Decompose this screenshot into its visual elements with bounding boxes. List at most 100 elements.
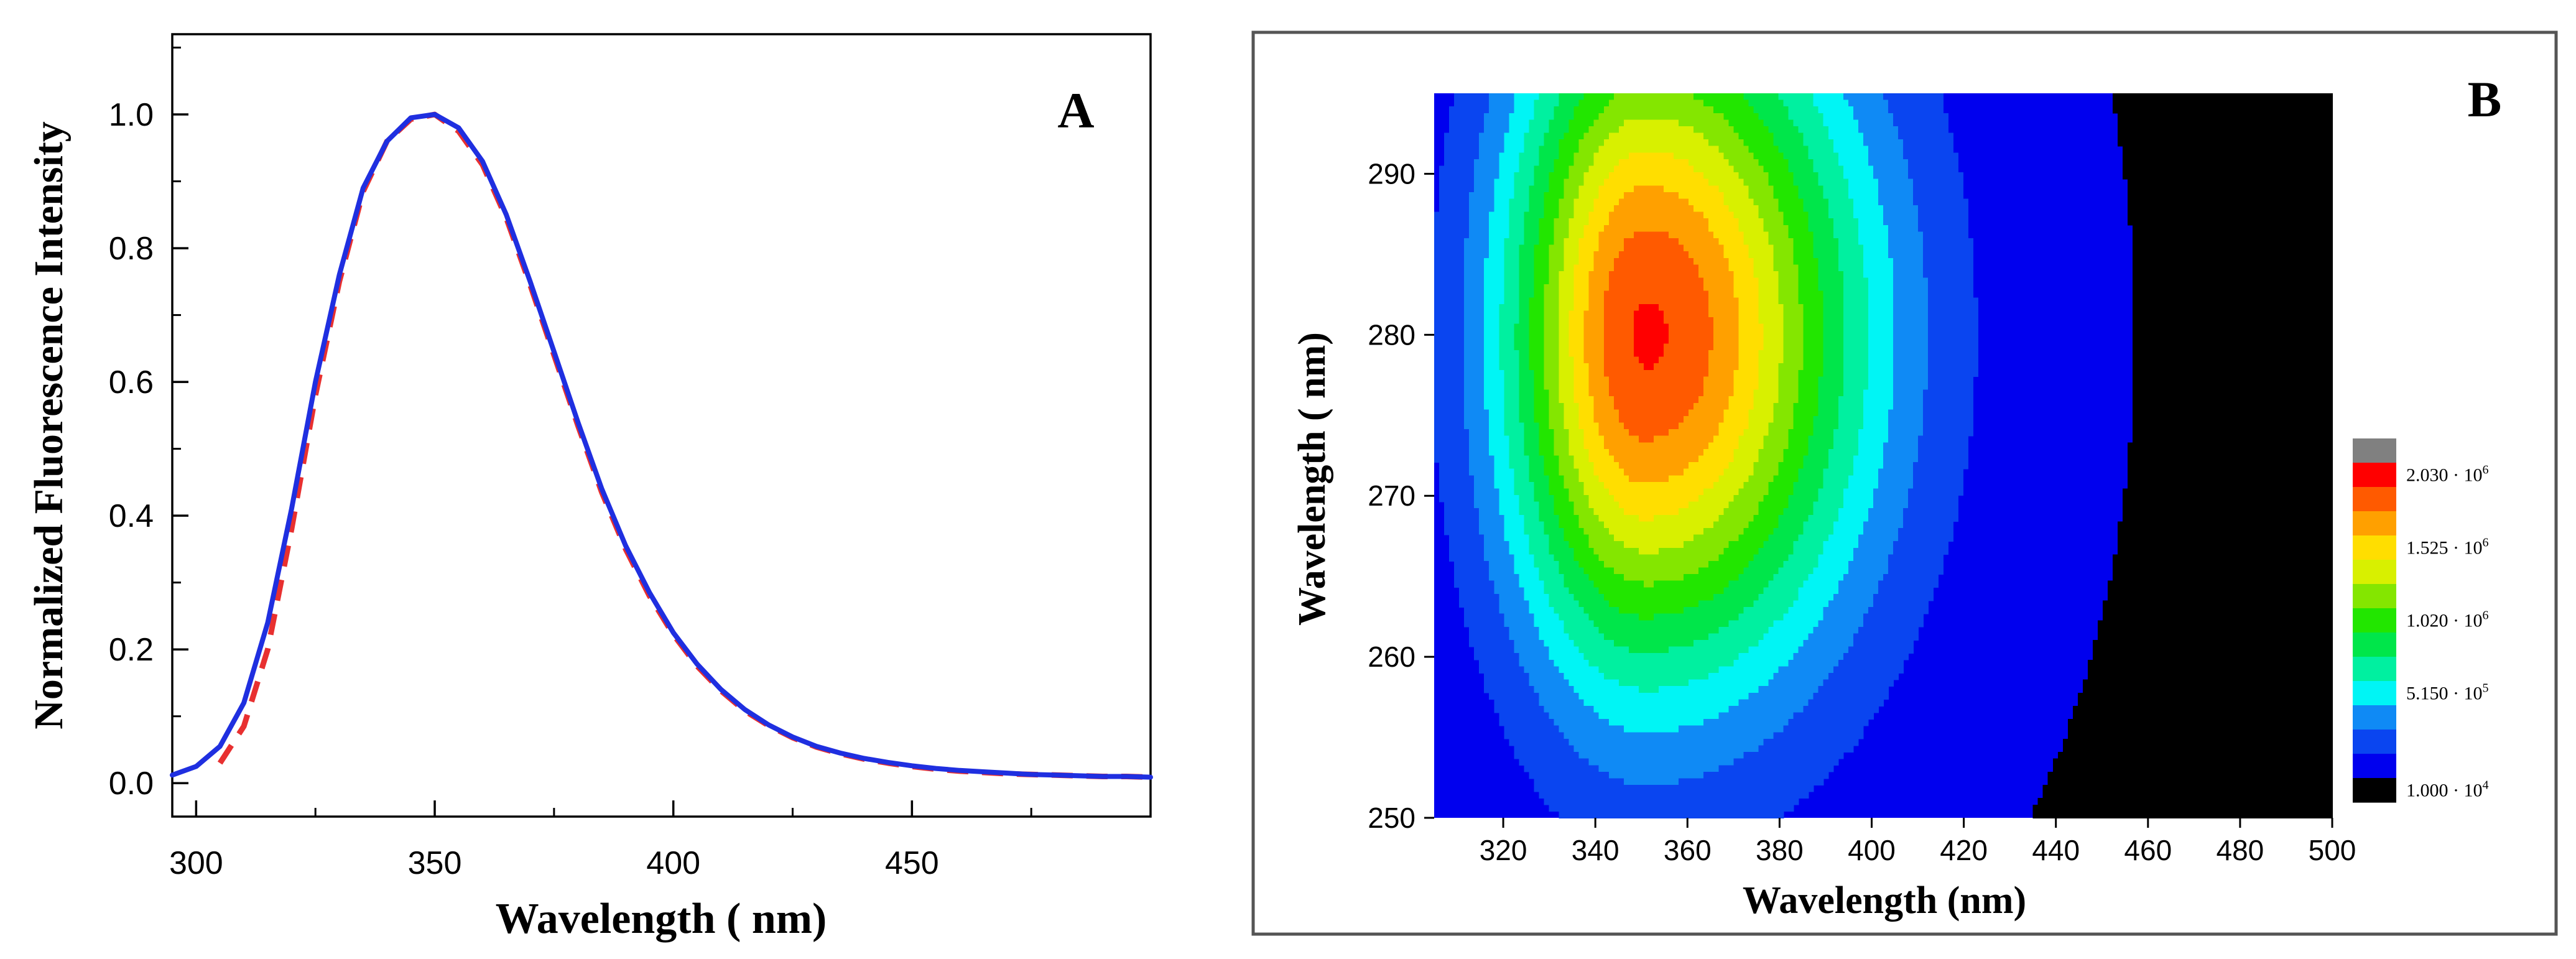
panel-b-contour-cell — [1504, 620, 1535, 628]
panel-b-contour-cell — [2133, 376, 2333, 384]
panel-b-contour-cell — [1444, 501, 1475, 509]
panel-b-contour-cell — [1768, 172, 1794, 180]
panel-b-contour-cell — [1519, 415, 1535, 424]
panel-b-contour-cell — [1519, 277, 1535, 285]
panel-b-contour-cell — [1603, 442, 1710, 450]
panel-b-contour-cell — [1893, 356, 1929, 364]
panel-b-contour-cell — [1818, 284, 1844, 292]
panel-b-contour-cell — [1803, 521, 1834, 529]
panel-b-x-tick-label: 320 — [1480, 834, 1527, 866]
panel-b-contour-cell — [1698, 600, 1754, 608]
panel-b-contour-cell — [1559, 350, 1570, 358]
panel-b-contour-cell — [1618, 159, 1689, 167]
panel-b-contour-cell — [2067, 719, 2333, 726]
panel-b-contour-cell — [2133, 323, 2333, 331]
panel-b-contour-cell — [1573, 686, 1639, 693]
panel-b-contour-cell — [1738, 172, 1769, 180]
panel-b-contour-cell — [1783, 323, 1804, 331]
panel-b-contour-cell — [1549, 251, 1565, 259]
panel-b-contour-cell — [1434, 218, 1470, 226]
panel-b-contour-cell — [2092, 646, 2333, 654]
panel-b-contour-cell — [1529, 205, 1545, 213]
panel-b-contour-cell — [1818, 396, 1839, 404]
panel-b-contour-cell — [1603, 560, 1710, 568]
panel-b-contour-cell — [1838, 396, 1864, 404]
panel-b-contour-cell — [1539, 699, 1585, 707]
panel-b-contour-cell — [1803, 198, 1829, 206]
panel-b-contour-cell — [1684, 415, 1725, 424]
panel-b-contour-cell — [1883, 205, 1919, 213]
panel-b-contour-cell — [1554, 554, 1575, 562]
panel-b-contour-cell — [1738, 323, 1764, 331]
panel-b-contour-cell — [1529, 343, 1545, 351]
panel-b-contour-cell — [1588, 271, 1610, 279]
panel-b-contour-cell — [1573, 303, 1590, 312]
panel-b-contour-cell — [1838, 659, 1904, 667]
panel-b-contour-cell — [1608, 218, 1710, 226]
panel-b-contour-cell — [1554, 113, 1575, 121]
panel-b-contour-cell — [1833, 666, 1904, 674]
panel-b-contour-cell — [1813, 415, 1839, 424]
panel-b-contour-cell — [1813, 93, 1844, 101]
panel-b-contour-cell — [1499, 159, 1520, 167]
panel-b-contour-cell — [1798, 396, 1819, 404]
panel-b-contour-cell — [1783, 508, 1814, 516]
panel-b-contour-cell — [1738, 574, 1774, 581]
panel-b-contour-cell — [1758, 205, 1779, 213]
panel-b-contour-cell — [1544, 369, 1560, 378]
panel-b-contour-cell — [1519, 363, 1530, 371]
panel-b-contour-cell — [1758, 363, 1779, 371]
panel-b-contour-cell — [1504, 376, 1520, 384]
panel-b-contour-cell — [1534, 251, 1550, 259]
panel-b-contour-cell — [1524, 435, 1540, 443]
panel-b-contour-cell — [2133, 383, 2333, 391]
panel-b-contour-cell — [1888, 415, 1924, 424]
panel-b-contour-cell — [1529, 455, 1545, 463]
panel-b-contour-cell — [1514, 192, 1530, 200]
panel-b-contour-cell — [1908, 495, 1959, 503]
panel-b-contour-cell — [1514, 488, 1535, 496]
panel-b-contour-cell — [1783, 455, 1804, 463]
panel-b-contour-cell — [1918, 455, 1969, 463]
panel-b-contour-cell — [1588, 574, 1624, 581]
panel-b-contour-cell — [1504, 264, 1520, 272]
panel-b-contour-cell — [1773, 132, 1804, 140]
panel-b-contour-cell — [1499, 607, 1530, 614]
panel-b-contour-cell — [1549, 409, 1565, 417]
panel-b-contour-cell — [1504, 297, 1520, 305]
panel-b-contour-cell — [1718, 238, 1744, 246]
panel-b-contour-cell — [1653, 580, 1730, 588]
panel-b-contour-cell — [2102, 607, 2333, 614]
panel-b-contour-cell — [1793, 488, 1819, 496]
panel-b-contour-cell — [2032, 811, 2333, 818]
panel-b-contour-cell — [1484, 119, 1510, 127]
panel-b-colorbar-segment — [2353, 632, 2396, 657]
panel-b-contour-cell — [1793, 402, 1819, 410]
panel-b-contour-cell — [1534, 396, 1550, 404]
panel-b-contour-cell — [1868, 297, 1894, 305]
panel-b-contour-cell — [1539, 218, 1555, 226]
panel-b-contour-cell — [1519, 264, 1535, 272]
panel-b-contour-cell — [1444, 159, 1475, 167]
panel-b-contour-cell — [1578, 560, 1605, 568]
panel-b-contour-cell — [1514, 468, 1530, 476]
panel-b-contour-cell — [1444, 521, 1480, 529]
panel-b-contour-cell — [1434, 429, 1470, 437]
panel-b-contour-cell — [1509, 113, 1535, 121]
panel-b-contour-cell — [1793, 541, 1824, 549]
panel-b-contour-cell — [1684, 574, 1740, 581]
panel-b-contour-cell — [1773, 257, 1794, 266]
panel-b-contour-cell — [1743, 178, 1769, 187]
panel-b-contour-cell — [1623, 778, 1679, 785]
panel-b-contour-cell — [1554, 165, 1570, 173]
panel-b-contour-cell — [1679, 778, 1824, 785]
panel-b-contour-cell — [1768, 231, 1789, 239]
panel-b-contour-cell — [1578, 244, 1600, 252]
panel-b-contour-cell — [1454, 93, 1490, 101]
panel-b-contour-cell — [1793, 600, 1829, 608]
panel-b-contour-cell — [1469, 198, 1495, 206]
panel-b-contour-cell — [1554, 159, 1575, 167]
panel-b-contour-cell — [1868, 310, 1894, 318]
panel-b-contour-cell — [1559, 152, 1575, 160]
panel-b-contour-cell — [1598, 765, 1720, 772]
